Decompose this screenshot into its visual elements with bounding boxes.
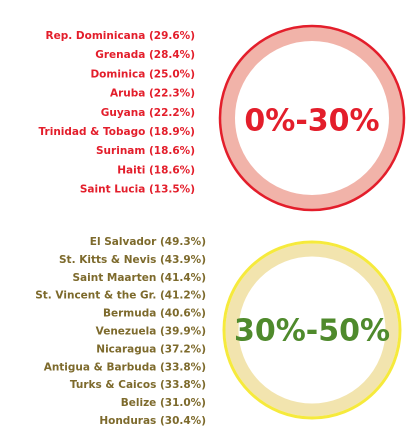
country-item: Saint Maarten (41.4%) xyxy=(73,272,207,284)
country-item: Honduras (30.4%) xyxy=(99,415,206,427)
country-item: St. Kitts & Nevis (43.9%) xyxy=(59,254,206,266)
country-item: Surinam (18.6%) xyxy=(96,145,195,157)
country-item: Haiti (18.6%) xyxy=(117,164,195,176)
country-item: Nicaragua (37.2%) xyxy=(96,343,206,355)
country-item: Aruba (22.3%) xyxy=(110,88,195,100)
country-item: Turks & Caicos (33.8%) xyxy=(70,379,206,391)
country-item: St. Vincent & the Gr. (41.2%) xyxy=(35,290,206,302)
country-item: Trinidad & Tobago (18.9%) xyxy=(39,126,195,138)
country-item: Rep. Dominicana (29.6%) xyxy=(46,30,195,42)
country-item: Guyana (22.2%) xyxy=(101,107,195,119)
country-item: Venezuela (39.9%) xyxy=(96,326,206,338)
country-item: Belize (31.0%) xyxy=(121,397,206,409)
country-item: El Salvador (49.3%) xyxy=(90,236,206,248)
country-item: Saint Lucia (13.5%) xyxy=(80,184,195,196)
group-label: 0%-30% xyxy=(244,104,379,139)
ring-yellow-outline xyxy=(222,240,402,420)
country-item: Bermuda (40.6%) xyxy=(103,308,206,320)
country-item: Grenada (28.4%) xyxy=(95,49,195,61)
country-item: Dominica (25.0%) xyxy=(90,68,195,80)
country-item: Antigua & Barbuda (33.8%) xyxy=(44,361,206,373)
group-label: 30%-50% xyxy=(234,314,390,349)
ring-yellow xyxy=(225,243,399,417)
ring-red xyxy=(221,27,403,209)
ring-red-outline xyxy=(218,24,406,212)
